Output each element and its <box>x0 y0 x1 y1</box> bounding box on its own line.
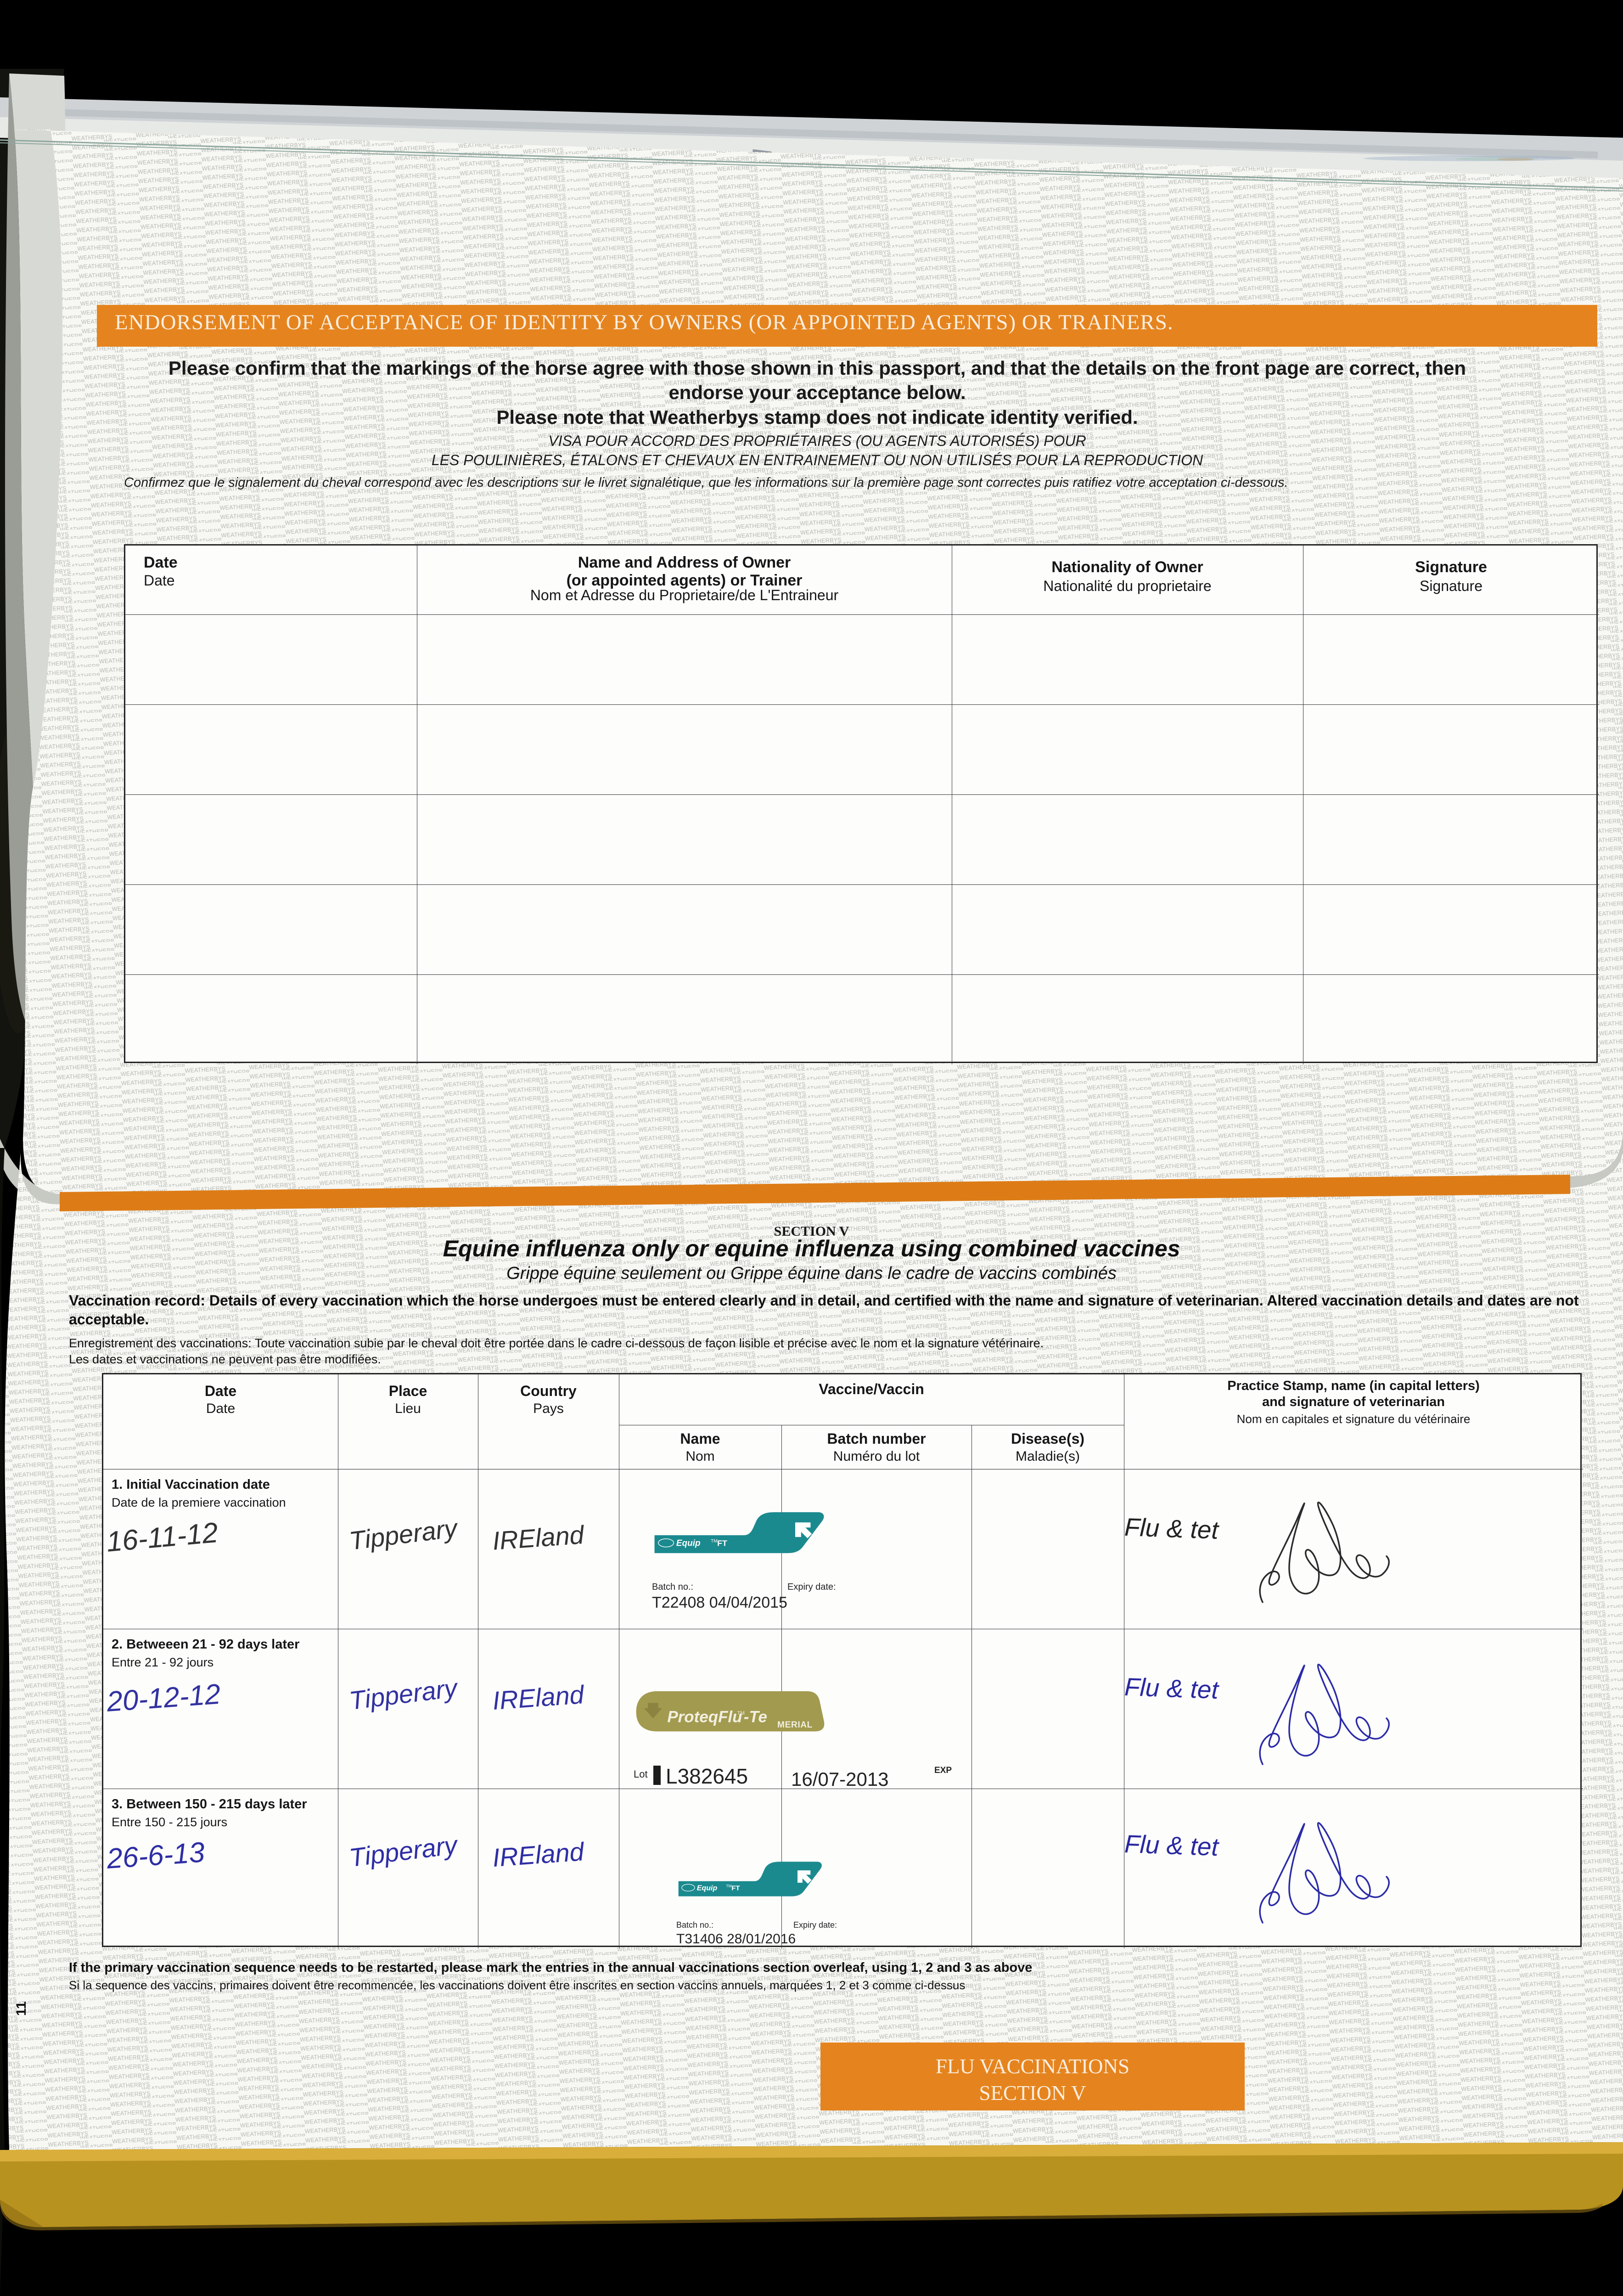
svg-text:TM: TM <box>711 1539 717 1544</box>
svg-text:TM: TM <box>726 1884 731 1888</box>
svg-text:Equip: Equip <box>676 1539 701 1548</box>
svg-text:Equip: Equip <box>697 1884 718 1892</box>
svg-text:-Te: -Te <box>744 1708 767 1726</box>
svg-text:ProteqFlu: ProteqFlu <box>667 1708 742 1726</box>
svg-text:FT: FT <box>731 1884 740 1892</box>
svg-text:FT: FT <box>717 1539 727 1548</box>
svg-text:MERIAL: MERIAL <box>777 1720 813 1730</box>
